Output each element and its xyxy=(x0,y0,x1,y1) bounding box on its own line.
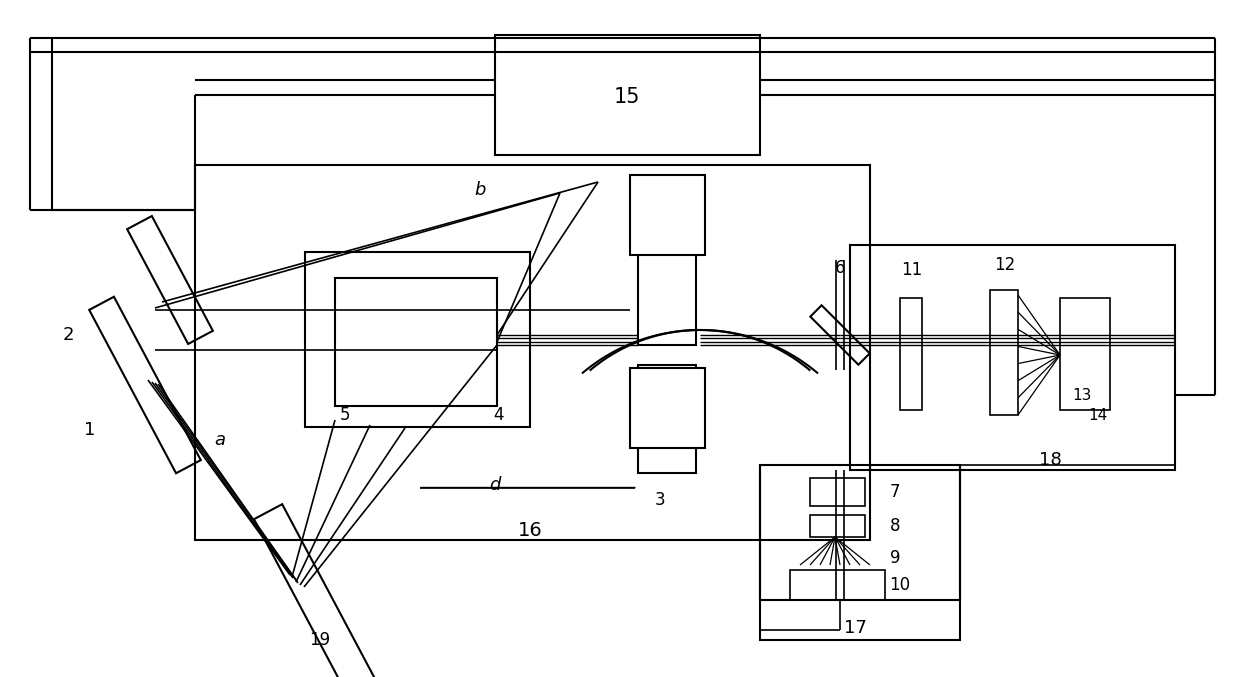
Bar xyxy=(760,465,960,640)
Bar xyxy=(639,365,696,473)
Text: 8: 8 xyxy=(890,517,900,535)
Bar xyxy=(810,478,866,506)
Text: 1: 1 xyxy=(84,421,95,439)
Text: 5: 5 xyxy=(340,406,350,424)
Text: d: d xyxy=(490,476,501,494)
Text: 17: 17 xyxy=(843,619,867,637)
Text: b: b xyxy=(475,181,486,199)
Text: a: a xyxy=(215,431,226,449)
Bar xyxy=(495,35,760,155)
Text: 15: 15 xyxy=(614,87,640,107)
Text: 6: 6 xyxy=(835,259,846,277)
Bar xyxy=(630,368,706,448)
Text: 12: 12 xyxy=(994,256,1016,274)
Bar xyxy=(630,175,706,255)
Bar xyxy=(639,230,696,345)
Bar xyxy=(810,515,866,537)
Text: 16: 16 xyxy=(517,521,542,540)
Text: 13: 13 xyxy=(1073,387,1091,403)
Text: 14: 14 xyxy=(1089,408,1107,422)
Text: 3: 3 xyxy=(655,491,666,509)
Text: 11: 11 xyxy=(901,261,923,279)
Bar xyxy=(849,245,1176,470)
Text: 4: 4 xyxy=(492,406,503,424)
Bar xyxy=(335,278,497,406)
Text: 9: 9 xyxy=(890,549,900,567)
Text: 19: 19 xyxy=(310,631,331,649)
Bar xyxy=(305,252,529,427)
Bar xyxy=(1060,298,1110,410)
Text: 18: 18 xyxy=(1039,451,1061,469)
Bar xyxy=(990,290,1018,415)
Bar xyxy=(900,298,923,410)
Text: 10: 10 xyxy=(889,576,910,594)
Bar xyxy=(790,570,885,600)
Text: 2: 2 xyxy=(62,326,73,344)
Text: 7: 7 xyxy=(890,483,900,501)
Bar xyxy=(195,165,870,540)
